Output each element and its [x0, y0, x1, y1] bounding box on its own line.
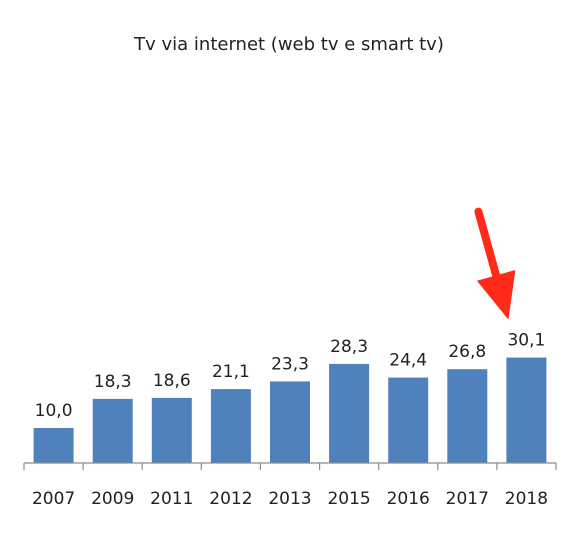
x-tick-label-2009: 2009: [91, 489, 134, 509]
value-label-2016: 24,4: [389, 351, 427, 371]
x-tick-label-2016: 2016: [387, 489, 430, 509]
value-label-2013: 23,3: [271, 354, 309, 374]
bar-2018: [506, 357, 547, 463]
value-label-2009: 18,3: [94, 372, 132, 392]
bar-2017: [447, 369, 488, 463]
bar-2011: [151, 397, 192, 463]
highlight-arrow: [474, 207, 516, 320]
x-tick-label-2017: 2017: [446, 489, 489, 509]
x-tick-label-2011: 2011: [150, 489, 193, 509]
bar-2016: [388, 377, 429, 463]
value-label-2011: 18,6: [153, 371, 191, 391]
value-label-2018: 30,1: [507, 331, 545, 351]
value-label-2017: 26,8: [448, 342, 486, 362]
x-tick-label-2007: 2007: [32, 489, 75, 509]
value-label-2007: 10,0: [35, 401, 73, 421]
value-labels-layer: 10,0 18,3 18,6 21,1 23,3 28,3 24,4 26,8 30,1: [35, 331, 546, 421]
bar-2012: [210, 389, 251, 463]
value-label-2015: 28,3: [330, 337, 368, 357]
x-axis: 2007 2009 2011 2012 2013 2015 2016 2017 2018: [23, 462, 557, 509]
bar-2007: [33, 428, 74, 463]
bars-layer: [33, 357, 547, 463]
bar-2015: [329, 363, 370, 463]
chart-title: Tv via internet (web tv e smart tv): [133, 34, 444, 55]
bar-2013: [270, 381, 310, 463]
arrow-shaft: [474, 207, 501, 280]
arrow-head: [476, 270, 516, 320]
x-tick-label-2015: 2015: [327, 489, 370, 509]
x-tick-label-2012: 2012: [209, 489, 252, 509]
x-tick-label-2013: 2013: [268, 489, 311, 509]
bar-2009: [92, 398, 133, 463]
value-label-2012: 21,1: [212, 362, 250, 382]
x-tick-label-2018: 2018: [505, 489, 548, 509]
